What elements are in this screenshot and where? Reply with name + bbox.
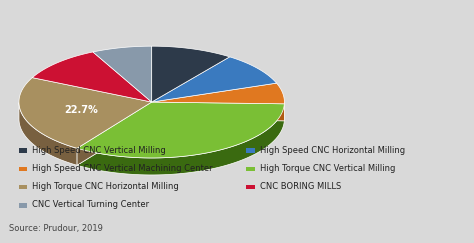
Bar: [19, 167, 27, 171]
Polygon shape: [19, 103, 77, 165]
Polygon shape: [152, 46, 230, 102]
Polygon shape: [152, 102, 284, 121]
Text: High Speed CNC Horizontal Milling: High Speed CNC Horizontal Milling: [260, 146, 405, 155]
Polygon shape: [77, 102, 152, 165]
Text: High Speed CNC Vertical Machining Center: High Speed CNC Vertical Machining Center: [32, 164, 213, 173]
Polygon shape: [152, 57, 276, 102]
Text: High Speed CNC Vertical Milling: High Speed CNC Vertical Milling: [32, 146, 166, 155]
Text: 22.7%: 22.7%: [64, 105, 98, 115]
Text: High Torque CNC Vertical Milling: High Torque CNC Vertical Milling: [260, 164, 395, 173]
Polygon shape: [93, 46, 152, 102]
Polygon shape: [152, 83, 284, 104]
Text: Source: Prudour, 2019: Source: Prudour, 2019: [9, 224, 103, 233]
Text: High Torque CNC Horizontal Milling: High Torque CNC Horizontal Milling: [32, 182, 179, 191]
Bar: [19, 203, 27, 208]
Bar: [246, 185, 255, 189]
Bar: [19, 148, 27, 153]
Polygon shape: [19, 78, 152, 148]
Bar: [19, 185, 27, 189]
Bar: [246, 148, 255, 153]
Polygon shape: [152, 102, 284, 121]
Polygon shape: [77, 102, 284, 158]
Bar: [246, 167, 255, 171]
Text: CNC BORING MILLS: CNC BORING MILLS: [260, 182, 341, 191]
Polygon shape: [77, 102, 152, 165]
Text: CNC Vertical Turning Center: CNC Vertical Turning Center: [32, 200, 149, 209]
Polygon shape: [77, 104, 284, 175]
Polygon shape: [32, 52, 152, 102]
